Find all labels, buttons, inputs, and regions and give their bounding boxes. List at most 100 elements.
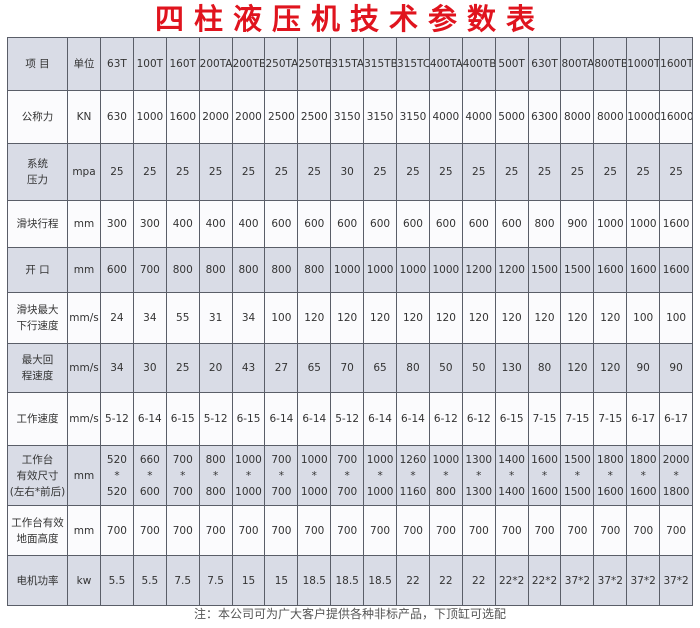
table-cell: 600 — [264, 200, 299, 248]
row-unit: mm — [67, 247, 101, 293]
table-cell: 6-17 — [626, 392, 661, 446]
table-cell: 50 — [461, 343, 496, 393]
table-cell: 660 * 600 — [132, 445, 167, 506]
table-cell: 6-15 — [494, 392, 529, 446]
header-model: 400TA — [428, 37, 463, 91]
row-unit: kw — [67, 555, 101, 606]
table-cell: 6-15 — [165, 392, 200, 446]
table-cell: 7.5 — [165, 555, 200, 606]
table-cell: 90 — [659, 343, 694, 393]
table-cell: 700 — [132, 247, 167, 293]
table-cell: 900 — [560, 200, 595, 248]
table-cell: 25 — [428, 143, 463, 201]
row-unit: mm/s — [67, 343, 101, 393]
table-cell: 120 — [593, 292, 628, 344]
table-row: 公称力 KN 630 1000 1600 2000 2000 2500 2500 3150 3150… — [7, 90, 694, 144]
table-cell: 65 — [297, 343, 332, 393]
row-unit: mpa — [67, 143, 101, 201]
table-cell: 800 — [297, 247, 332, 293]
table-cell: 1600 — [659, 200, 694, 248]
table-row: 最大回 程速度 mm/s 34 30 25 20 43 27 65 70 65 80 50 50 130 80… — [7, 343, 694, 393]
table-cell: 600 — [461, 200, 496, 248]
header-model: 250TB — [297, 37, 332, 91]
table-cell: 700 — [494, 505, 529, 556]
table-cell: 100 — [264, 292, 299, 344]
table-cell: 25 — [527, 143, 562, 201]
row-label: 工作台有效 地面高度 — [7, 505, 68, 556]
table-row: 工作速度 mm/s 5-12 6-14 6-15 5-12 6-15 6-14 6-14 5-12… — [7, 392, 694, 446]
table-cell: 1260 * 1160 — [396, 445, 430, 506]
table-cell: 700 — [231, 505, 266, 556]
header-row: 项 目单位 63T 100T 160T 200TA 200TB 250TA 250TB 315T… — [7, 37, 694, 91]
row-label: 工作速度 — [7, 392, 68, 446]
table-cell: 1600 — [659, 247, 694, 293]
table-cell: 10000 — [626, 90, 661, 144]
table-cell: 800 — [165, 247, 200, 293]
header-model: 1600T — [659, 37, 694, 91]
table-cell: 25 — [461, 143, 496, 201]
table-cell: 18.5 — [330, 555, 365, 606]
table-row: 电机功率 kw 5.5 5.5 7.5 7.5 15 15 18.5 18.5 18.5 22 22 22… — [7, 555, 694, 606]
table-cell: 27 — [264, 343, 299, 393]
table-cell: 1600 * 1600 — [527, 445, 562, 506]
table-cell: 25 — [132, 143, 167, 201]
table-cell: 25 — [165, 143, 200, 201]
table-cell: 30 — [330, 143, 365, 201]
table-cell: 1000 — [428, 247, 463, 293]
table-row: 工作台有效 地面高度 mm 700 700 700 700 700 700 700 700 700 7… — [7, 505, 694, 556]
header-model: 800TB — [593, 37, 628, 91]
table-row: 滑块行程 mm 300 300 400 400 400 600 600 600 600 600 600 6… — [7, 200, 694, 248]
table-cell: 6-14 — [363, 392, 398, 446]
table-cell: 25 — [231, 143, 266, 201]
table-cell: 90 — [626, 343, 661, 393]
table-cell: 25 — [363, 143, 398, 201]
table-cell: 120 — [461, 292, 496, 344]
table-cell: 1400 * 1400 — [494, 445, 529, 506]
table-cell: 100 — [626, 292, 661, 344]
row-unit: mm — [67, 200, 101, 248]
table-cell: 1000 * 800 — [428, 445, 463, 506]
table-cell: 65 — [363, 343, 398, 393]
row-unit: mm — [67, 505, 101, 556]
table-cell: 1000 * 1000 — [297, 445, 332, 506]
table-cell: 700 — [165, 505, 200, 556]
table-cell: 6-15 — [231, 392, 266, 446]
table-cell: 7-15 — [560, 392, 595, 446]
table-cell: 70 — [330, 343, 365, 393]
table-cell: 700 — [659, 505, 694, 556]
table-cell: 1800 * 1600 — [593, 445, 628, 506]
table-row: 系统 压力 mpa 25 25 25 25 25 25 25 30 25 25 25 25 25 25 25 25… — [7, 143, 694, 201]
table-cell: 1000 * 1000 — [231, 445, 266, 506]
table-cell: 1000 — [626, 200, 661, 248]
table-cell: 6-17 — [659, 392, 694, 446]
table-cell: 600 — [396, 200, 430, 248]
table-cell: 6-12 — [461, 392, 496, 446]
table-cell: 120 — [428, 292, 463, 344]
table-cell: 24 — [100, 292, 134, 344]
table-cell: 800 — [527, 200, 562, 248]
table-cell: 120 — [297, 292, 332, 344]
table-cell: 800 — [264, 247, 299, 293]
table-cell: 800 * 800 — [198, 445, 233, 506]
table-cell: 600 — [363, 200, 398, 248]
table-cell: 1000 — [363, 247, 398, 293]
row-unit: mm/s — [67, 392, 101, 446]
table-cell: 1600 — [165, 90, 200, 144]
table-cell: 2500 — [264, 90, 299, 144]
table-cell: 100 — [659, 292, 694, 344]
table-cell: 700 — [100, 505, 134, 556]
table-cell: 300 — [100, 200, 134, 248]
table-cell: 80 — [396, 343, 430, 393]
table-cell: 6300 — [527, 90, 562, 144]
table-cell: 25 — [659, 143, 694, 201]
table-cell: 700 — [461, 505, 496, 556]
table-cell: 1000 — [396, 247, 430, 293]
row-label: 工作台 有效尺寸 (左右*前后) — [7, 445, 68, 506]
table-cell: 37*2 — [560, 555, 595, 606]
table-cell: 37*2 — [659, 555, 694, 606]
table-cell: 600 — [100, 247, 134, 293]
header-model: 200TB — [231, 37, 266, 91]
table-cell: 700 — [132, 505, 167, 556]
table-cell: 130 — [494, 343, 529, 393]
table-cell: 5-12 — [100, 392, 134, 446]
